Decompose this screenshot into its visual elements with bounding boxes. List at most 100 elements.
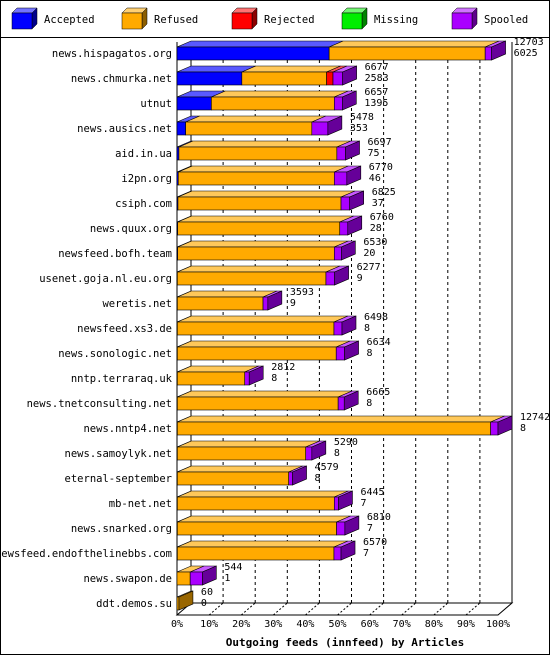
bar-segment-top-refused — [178, 140, 351, 148]
category-label: news.snarked.org — [71, 523, 172, 535]
offered-value: 6677 — [365, 62, 389, 73]
category-label: csiph.com — [115, 198, 172, 210]
bar-row-news-hispagatos-org — [176, 40, 506, 61]
bar-segment-refused — [177, 496, 335, 511]
offered-value: 6530 — [363, 237, 387, 248]
accepted-value: 8 — [367, 348, 373, 359]
accepted-value: 8 — [271, 373, 277, 384]
bar-segment-spooled — [305, 446, 313, 461]
bar-row-ddt-demos-su — [176, 590, 194, 611]
offered-value: 6770 — [369, 162, 393, 173]
bar-segment-spooled — [333, 546, 342, 561]
accepted-value: 20 — [363, 248, 375, 259]
bar-segment-spooled — [333, 171, 348, 186]
bar-side — [346, 165, 362, 186]
x-tick-label: 0% — [171, 619, 183, 630]
x-tick-label: 40% — [296, 619, 314, 630]
bar-segment-refused — [177, 271, 327, 286]
x-tick-labels: 0% 10% 20% 30% 40% 50% 60% 70% 80% 90% 100% — [171, 619, 510, 630]
offered-value: 6810 — [367, 512, 391, 523]
bar-side — [334, 265, 349, 286]
bar-side — [342, 90, 357, 111]
bar-segment-spooled — [288, 471, 293, 486]
accepted-value: 28 — [370, 223, 382, 234]
x-tick-label: 90% — [457, 619, 475, 630]
offered-value: 5478 — [350, 112, 374, 123]
bar-segment-top-refused — [185, 115, 326, 123]
bar-segment-refused — [177, 396, 339, 411]
bar-segment-refused — [178, 146, 338, 161]
legend-item-accepted: Accepted — [11, 7, 95, 30]
accepted-value: 7 — [367, 523, 373, 534]
bar-row-i2pn-org — [176, 165, 362, 186]
bar-row-news-nntp4-net — [176, 415, 513, 436]
grid-line-floor — [337, 602, 352, 616]
bar-row-mb-net-net — [176, 490, 353, 511]
bar-segment-top-refused — [177, 340, 351, 348]
category-label: usenet.goja.nl.eu.org — [39, 273, 172, 285]
bar-segment-refused — [177, 421, 491, 436]
category-label: utnut — [140, 98, 172, 110]
accepted-value: 7 — [363, 548, 369, 559]
bar-segment-top-refused — [177, 240, 349, 248]
bar-side — [341, 240, 356, 261]
legend-swatch — [451, 12, 473, 30]
category-label: mb-net.net — [109, 498, 172, 510]
bar-segment-spooled — [333, 96, 343, 111]
category-label: newsfeed.xs3.de — [77, 323, 172, 335]
category-label: news.tnetconsulting.net — [27, 398, 172, 410]
category-label: weretis.net — [102, 298, 172, 310]
category-label: news.quux.org — [90, 223, 172, 235]
grid-line-floor — [369, 602, 384, 616]
bar-row-news-samoylyk-net — [176, 440, 327, 461]
offered-value: 6498 — [364, 312, 388, 323]
bar-row-news-snarked-org — [176, 515, 360, 536]
bar-row-news-sonologic-net — [176, 340, 359, 361]
bar-side — [292, 465, 307, 486]
category-label: news.swapon.de — [83, 573, 172, 585]
bar-segment-refused — [177, 246, 335, 261]
bar-row-weretis-net — [176, 290, 283, 311]
offered-value: 6277 — [357, 262, 381, 273]
bar-segment-refused — [177, 521, 337, 536]
bar-segment-spooled — [332, 71, 343, 86]
offered-value: 2812 — [271, 362, 295, 373]
x-tick-label: 80% — [425, 619, 443, 630]
category-label: newsfeed.endofthelinebbs.com — [0, 548, 172, 560]
bar-row-news-chmurka-net — [176, 65, 357, 86]
legend-swatch — [231, 12, 253, 30]
legend-item-missing: Missing — [341, 7, 418, 30]
bar-segment-spooled — [336, 146, 346, 161]
bar-segment-top-refused — [177, 540, 349, 548]
offered-value: 3593 — [290, 287, 314, 298]
bar-segment-refused — [177, 221, 341, 236]
legend-label: Refused — [154, 14, 198, 26]
accepted-value: 8 — [366, 398, 372, 409]
bar-row-news-quux-org — [176, 215, 363, 236]
bar-row-newsfeed-bofh-team — [176, 240, 356, 261]
bar-segment-refused — [177, 446, 307, 461]
category-label: news.chmurka.net — [71, 73, 172, 85]
bar-segment-top-refused — [177, 515, 351, 523]
bar-segment-top-refused — [211, 90, 349, 98]
legend-label: Rejected — [264, 14, 315, 26]
offered-value: 6570 — [363, 537, 387, 548]
bar-side — [341, 315, 357, 336]
grid-line-floor — [401, 602, 417, 616]
bar-row-aid-in-ua — [176, 140, 360, 161]
bar-segment-refused — [176, 571, 191, 586]
bar-side — [311, 440, 327, 461]
bar-segment-refused — [177, 196, 342, 211]
bar-segment-top-refused — [177, 290, 278, 298]
accepted-value: 2583 — [365, 73, 389, 84]
x-tick-label: 20% — [232, 619, 250, 630]
offered-value: 6760 — [370, 212, 394, 223]
bar-side — [344, 515, 360, 536]
x-tick-label: 50% — [328, 619, 346, 630]
bar-segment-refused — [185, 121, 313, 136]
bar-side — [342, 65, 357, 86]
bar-row-news-ausics-net — [176, 115, 343, 136]
bar-segment-top-refused — [177, 215, 354, 223]
